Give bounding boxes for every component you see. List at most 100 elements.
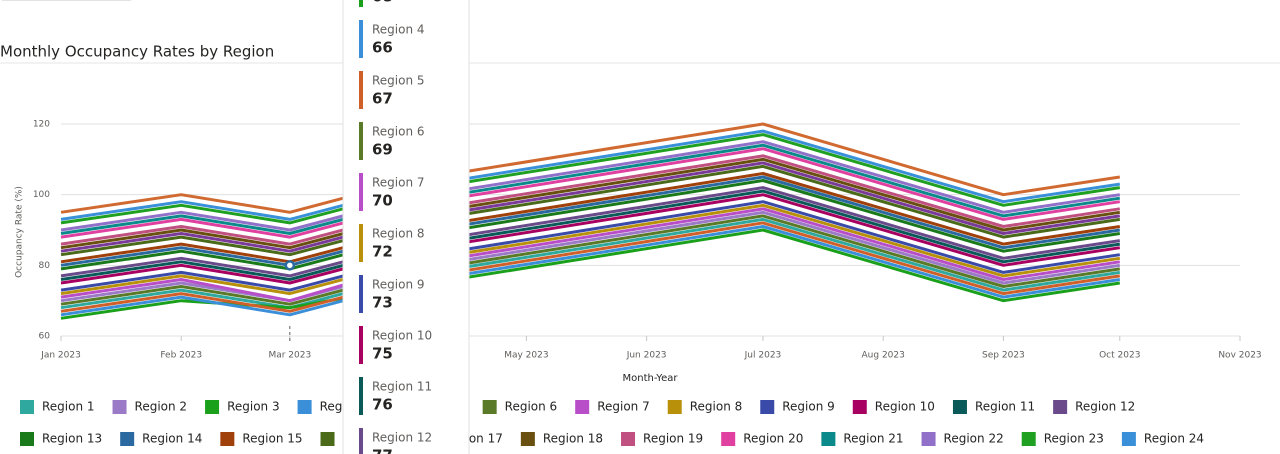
legend-swatch (667, 400, 682, 414)
legend-label: Region 14 (142, 432, 202, 446)
legend-item[interactable]: Region 18 (520, 432, 603, 447)
x-tick-label: Nov 2023 (1218, 351, 1261, 361)
legend-swatch (621, 432, 636, 446)
y-axis-title: Occupancy Rate (%) (15, 186, 25, 278)
legend-item[interactable]: Region 9 (760, 400, 835, 415)
tooltip-label: Region 5 (372, 74, 425, 88)
legend-item[interactable]: Region 20 (721, 432, 803, 447)
y-tick-label: 60 (39, 332, 51, 342)
tooltip-swatch (359, 0, 363, 7)
tooltip-label: Region 10 (372, 329, 432, 343)
legend-swatch (112, 400, 127, 414)
legend-label: Region 23 (1044, 432, 1104, 446)
legend-label: Region 7 (597, 400, 650, 414)
tooltip-swatch (359, 173, 363, 211)
legend-item[interactable]: Region 6 (482, 400, 558, 415)
legend-item[interactable]: Region 3 (205, 400, 280, 415)
tooltip-label: Region 12 (372, 431, 432, 445)
legend-label: Region 22 (944, 432, 1004, 446)
tooltip-label: Region 11 (372, 380, 432, 394)
legend-label: Region 1 (42, 400, 95, 414)
tooltip-value: 70 (372, 192, 393, 210)
legend-item[interactable]: Region 13 (20, 432, 102, 447)
chart-title: Monthly Occupancy Rates by Region (0, 43, 274, 61)
tooltip-value: 68 (372, 0, 393, 6)
x-tick-label: Feb 2023 (160, 351, 202, 361)
tooltip-value: 73 (372, 294, 393, 312)
legend-item[interactable]: Region 7 (575, 400, 650, 415)
tooltip-swatch (359, 326, 363, 364)
legend-label: Region 9 (782, 400, 835, 414)
legend-item[interactable]: Region 14 (120, 432, 202, 447)
hover-point (284, 260, 296, 271)
tooltip-label: Region 4 (372, 23, 425, 37)
legend-swatch (120, 432, 135, 446)
legend-label: Region 20 (743, 432, 803, 446)
legend-item[interactable]: Region 11 (952, 400, 1035, 415)
legend-item[interactable]: Region 10 (852, 400, 935, 415)
y-tick-label: 80 (39, 261, 51, 271)
legend-item[interactable]: Region 23 (1021, 432, 1104, 447)
tooltip-swatch (359, 224, 363, 262)
tooltip-swatch (359, 71, 363, 109)
legend-swatch (482, 400, 497, 414)
legend-item[interactable]: Region 22 (921, 432, 1004, 447)
legend-swatch (1053, 400, 1068, 414)
tooltip-swatch (359, 122, 363, 160)
legend-label: Region 6 (505, 400, 558, 414)
legend-swatch (520, 432, 535, 446)
x-axis-title: Month-Year (623, 373, 679, 384)
legend-swatch (220, 432, 235, 446)
tooltip-label: Region 7 (372, 176, 425, 190)
x-tick-label: Mar 2023 (268, 351, 311, 361)
x-tick-label: Aug 2023 (862, 351, 905, 361)
legend-label: Region 21 (843, 432, 903, 446)
tooltip-swatch (359, 275, 363, 313)
legend-swatch (205, 400, 220, 414)
legend-item[interactable]: Region 24 (1121, 432, 1204, 447)
legend-item[interactable]: Region 12 (1053, 400, 1135, 415)
y-tick-label: 120 (33, 120, 50, 130)
legend-item[interactable]: Region 8 (667, 400, 743, 415)
legend-swatch (575, 400, 590, 414)
tooltip-swatch (359, 377, 363, 415)
legend-swatch (320, 432, 335, 446)
legend-item[interactable]: Region 21 (821, 432, 904, 447)
x-tick-label: Jun 2023 (626, 351, 667, 361)
x-tick-label: Sep 2023 (982, 351, 1025, 361)
x-tick-label: Jul 2023 (744, 351, 782, 361)
legend-label: Region 10 (875, 400, 935, 414)
legend-swatch (921, 432, 936, 446)
x-tick-label: Oct 2023 (1099, 351, 1140, 361)
legend-swatch (721, 432, 736, 446)
legend-label: Region 3 (227, 400, 280, 414)
legend-swatch (1021, 432, 1036, 446)
legend-swatch (20, 400, 34, 414)
legend-item[interactable]: Region 15 (220, 432, 303, 447)
tooltip-label: Region 8 (372, 227, 425, 241)
tooltip-swatch (359, 428, 363, 454)
legend-swatch (952, 400, 967, 414)
legend-label: Region 18 (543, 432, 603, 446)
x-tick-label: May 2023 (504, 351, 548, 361)
y-tick-label: 100 (33, 190, 50, 200)
legend-label: Region 11 (975, 400, 1035, 414)
legend-label: Region 8 (690, 400, 743, 414)
legend-item[interactable]: Region 2 (112, 400, 188, 415)
legend-item[interactable]: Region 19 (621, 432, 703, 447)
legend-label: Region 15 (242, 432, 302, 446)
tooltip-value: 69 (372, 141, 393, 159)
legend-label: Region 13 (42, 432, 102, 446)
legend-swatch (760, 400, 775, 414)
legend-label: Region 2 (135, 400, 188, 414)
legend-label: Region 24 (1144, 432, 1204, 446)
tooltip-value: 66 (372, 39, 393, 57)
tooltip-value: 76 (372, 396, 393, 414)
legend-item[interactable]: Region 1 (20, 400, 95, 415)
tooltip-value: 67 (372, 90, 393, 108)
tooltip-label: Region 6 (372, 125, 425, 139)
tooltip-value: 77 (372, 447, 393, 454)
tooltip-value: 72 (372, 243, 393, 261)
tooltip (342, 0, 470, 454)
tooltip-swatch (359, 20, 363, 58)
